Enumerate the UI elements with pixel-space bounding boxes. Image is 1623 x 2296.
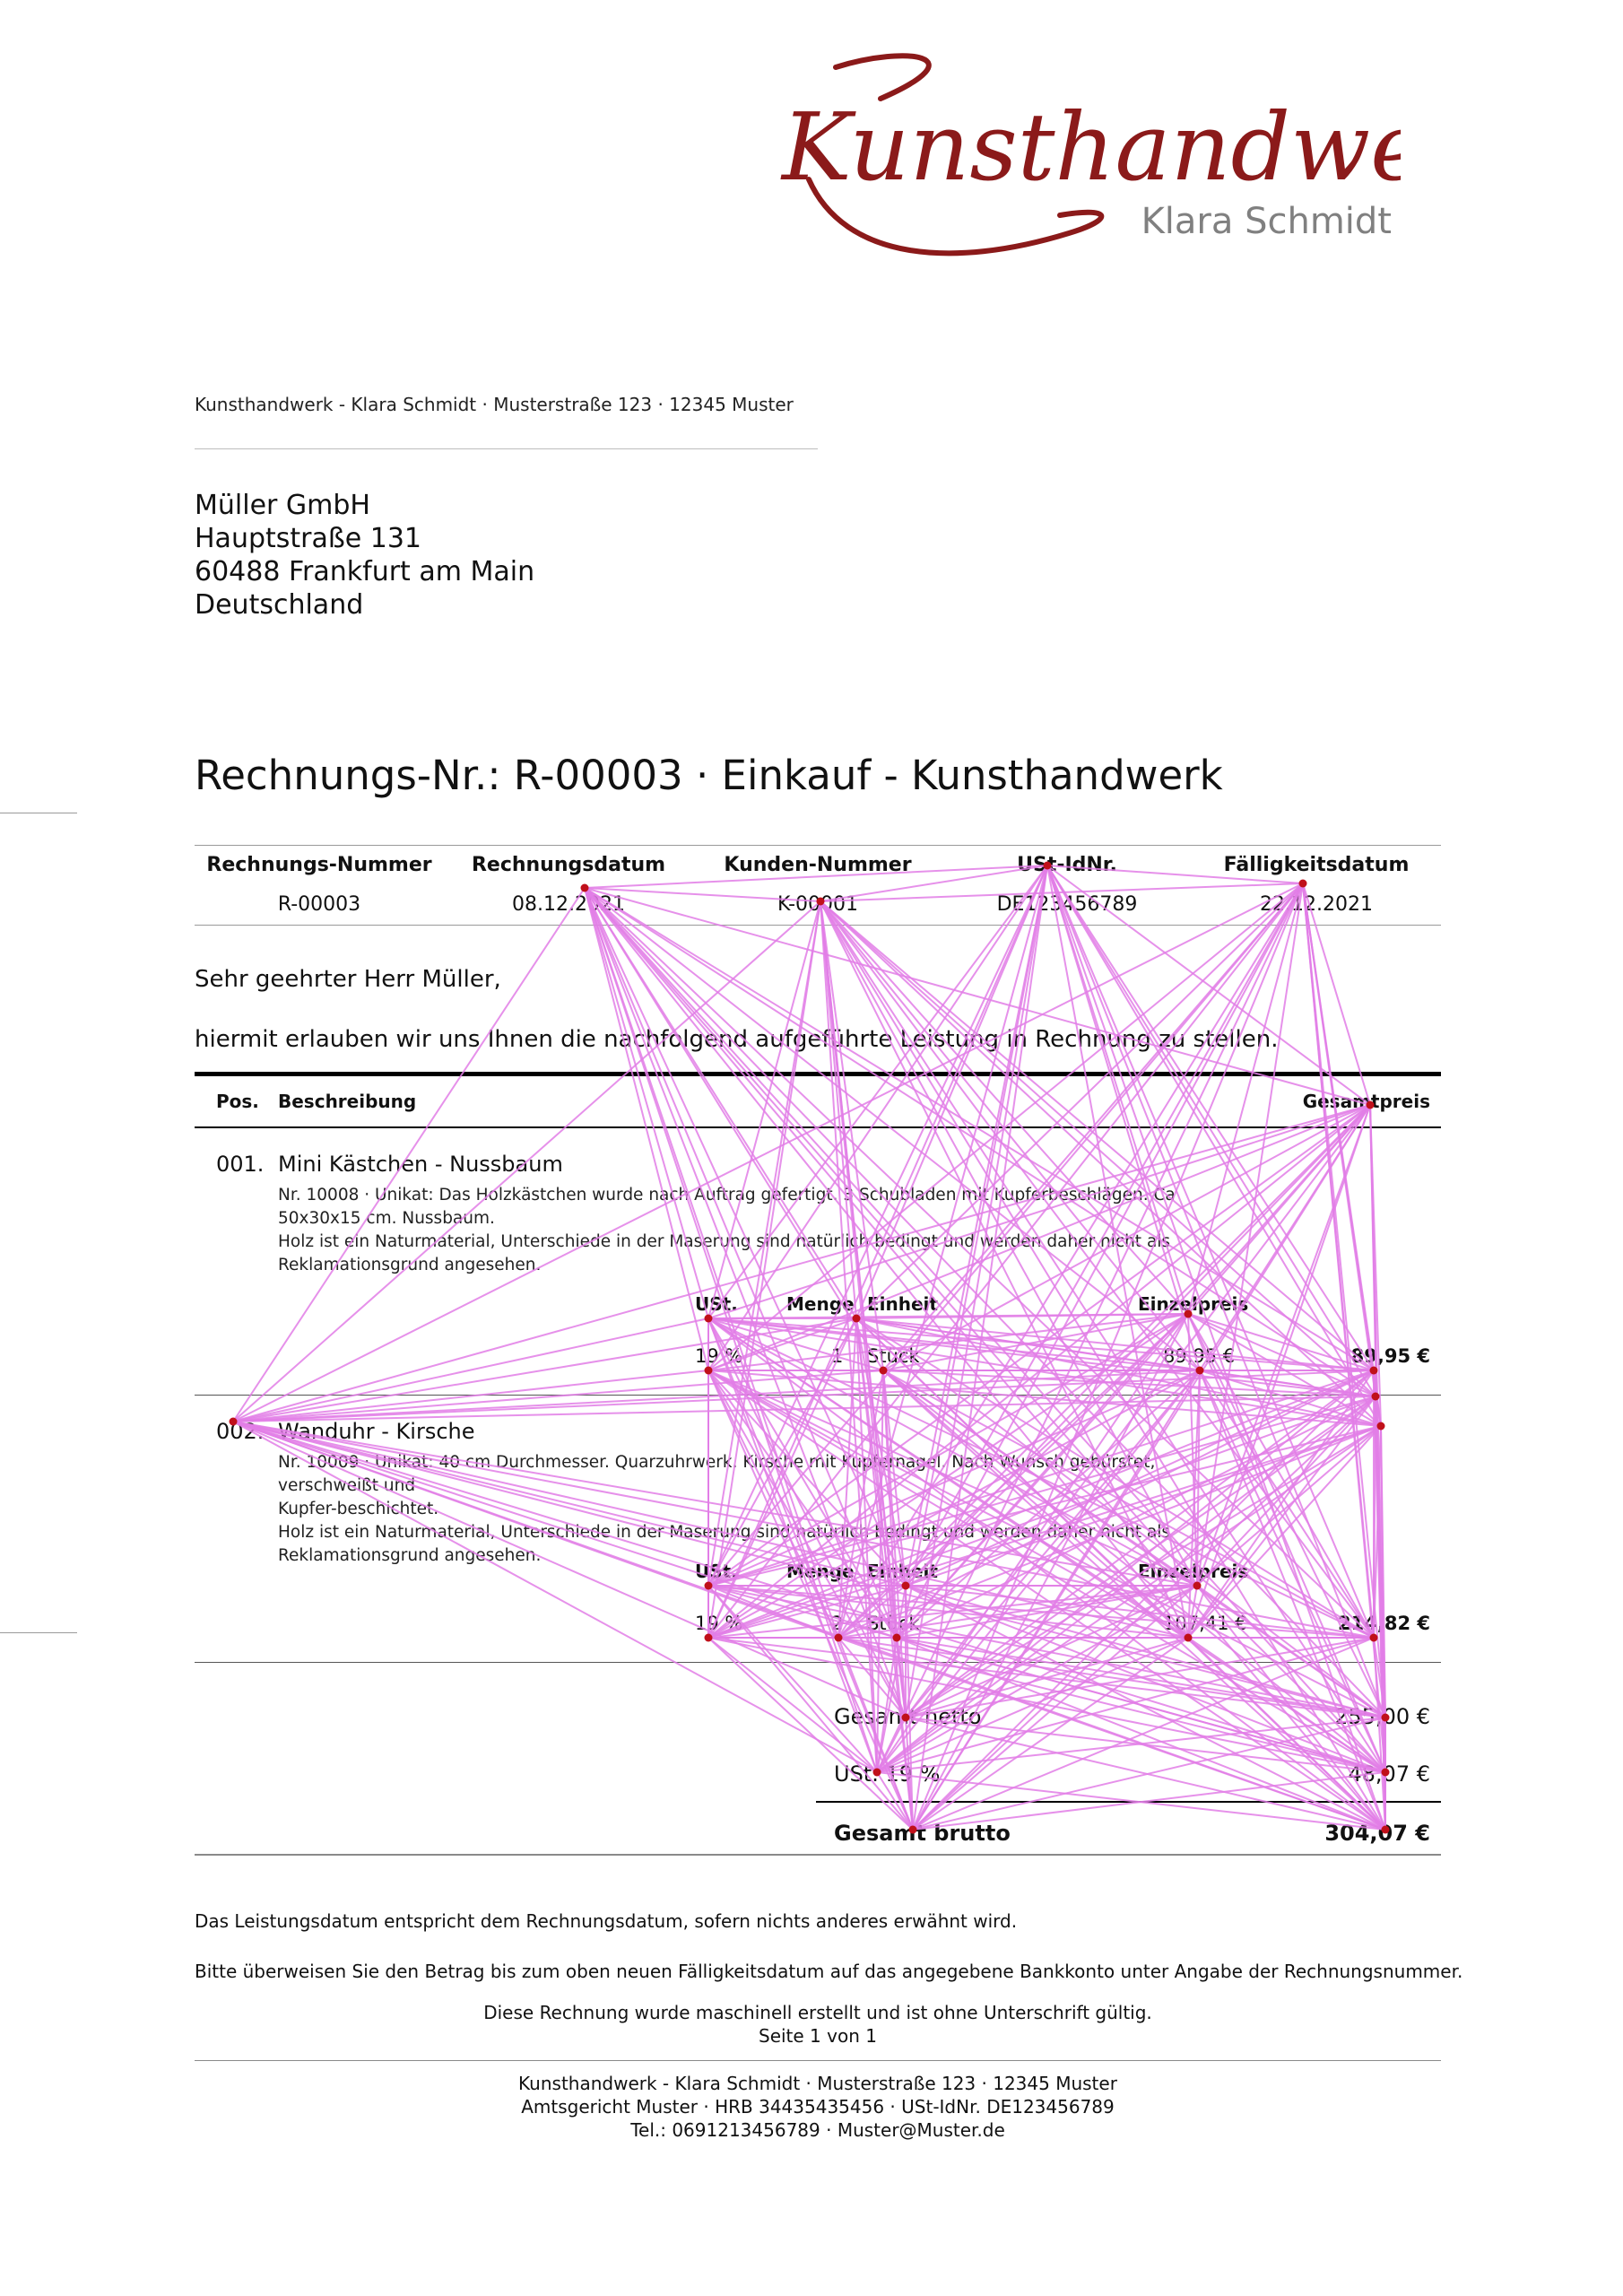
invoice-title: Rechnungs-Nr.: R-00003 · Einkauf - Kunst… — [195, 752, 1223, 799]
meta-value-row: R-00003 08.12.2021 K-00001 DE123456789 2… — [195, 885, 1441, 925]
item-label-vat: USt. — [695, 1561, 738, 1582]
totals-block: Gesamt netto 255,00 € USt. 19 % 48,07 € … — [816, 1686, 1441, 1858]
header-total: Gesamtpreis — [1302, 1091, 1430, 1112]
item-name: Wanduhr - Kirsche — [278, 1419, 475, 1444]
meta-value-customer-number: K-00001 — [777, 893, 859, 916]
line-items-table: Pos. Beschreibung Gesamtpreis 001. Mini … — [195, 1072, 1441, 1663]
item-label-unit: Einheit — [867, 1293, 938, 1315]
item-vat: 19 % — [695, 1613, 743, 1634]
sender-divider — [195, 448, 818, 449]
page-number: Seite 1 von 1 — [759, 2025, 877, 2047]
item-desc-line: Nr. 10008 · Unikat: Das Holzkästchen wur… — [278, 1186, 1176, 1205]
item-name: Mini Kästchen - Nussbaum — [278, 1152, 563, 1177]
logo-owner-text: Klara Schmidt — [1141, 201, 1392, 242]
recipient-street: Hauptstraße 131 — [195, 523, 422, 554]
recipient-city: 60488 Frankfurt am Main — [195, 556, 535, 587]
meta-header-customer-number: Kunden-Nummer — [724, 854, 912, 876]
meta-value-invoice-number: R-00003 — [277, 893, 361, 916]
item-pos: 002. — [216, 1419, 265, 1444]
footer-address: Kunsthandwerk - Klara Schmidt · Musterst… — [518, 2073, 1117, 2094]
footer-contact: Tel.: 0691213456789 · Muster@Muster.de — [630, 2119, 1005, 2141]
intro-text: hiermit erlauben wir uns Ihnen die nachf… — [195, 1026, 1279, 1053]
gross-value: 304,07 € — [1324, 1821, 1430, 1846]
meta-header-invoice-number: Rechnungs-Nummer — [206, 854, 432, 876]
item-desc-line: Reklamationsgrund angesehen. — [278, 1256, 542, 1274]
item-unit: Stück — [867, 1613, 920, 1634]
item-total: 89,95 € — [1350, 1345, 1430, 1367]
net-label: Gesamt netto — [834, 1704, 982, 1729]
item-vat: 19 % — [695, 1345, 743, 1367]
item-qty: 1 — [831, 1345, 844, 1367]
line-item: 002. Wanduhr - Kirsche Nr. 10009 · Unika… — [195, 1396, 1441, 1663]
item-qty: 2 — [831, 1613, 844, 1634]
item-description: Nr. 10009 · Unikat: 40 cm Durchmesser. Q… — [278, 1451, 1246, 1568]
item-unit-price: 89,95 € — [1163, 1345, 1236, 1367]
table-bottom-rule — [195, 1854, 1441, 1856]
items-header-row: Pos. Beschreibung Gesamtpreis — [195, 1076, 1441, 1128]
item-label-unit: Einheit — [867, 1561, 938, 1582]
tax-value: 48,07 € — [1348, 1761, 1430, 1787]
logo-brand-text: Kunsthandwerk — [780, 92, 1401, 202]
greeting: Sehr geehrter Herr Müller, — [195, 966, 501, 993]
invoice-meta-table: Rechnungs-Nummer Rechnungsdatum Kunden-N… — [195, 845, 1441, 926]
recipient-address: Müller GmbH Hauptstraße 131 60488 Frankf… — [195, 489, 534, 622]
item-unit-price: 107,41 € — [1163, 1613, 1247, 1634]
item-pos: 001. — [216, 1152, 265, 1177]
net-value: 255,00 € — [1334, 1704, 1430, 1729]
fold-mark-bottom — [0, 1632, 77, 1633]
totals-tax-row: USt. 19 % 48,07 € — [816, 1744, 1441, 1801]
item-desc-line: 50x30x15 cm. Nussbaum. — [278, 1209, 495, 1228]
item-unit: Stück — [867, 1345, 920, 1367]
footer-divider — [195, 2060, 1441, 2061]
header-pos: Pos. — [216, 1091, 259, 1112]
brand-logo: Kunsthandwerk Klara Schmidt — [780, 53, 1401, 257]
item-label-qty: Menge — [786, 1293, 855, 1315]
meta-header-vat-id: USt-IdNr. — [1017, 854, 1117, 876]
item-label-unit-price: Einzelpreis — [1138, 1561, 1249, 1582]
tax-label: USt. 19 % — [834, 1761, 941, 1787]
gross-label: Gesamt brutto — [834, 1821, 1011, 1846]
item-desc-line: Kupfer-beschichtet. — [278, 1500, 439, 1518]
meta-header-row: Rechnungs-Nummer Rechnungsdatum Kunden-N… — [195, 846, 1441, 885]
item-label-qty: Menge — [786, 1561, 855, 1582]
meta-value-vat-id: DE123456789 — [996, 893, 1138, 916]
recipient-country: Deutschland — [195, 589, 364, 621]
recipient-company: Müller GmbH — [195, 490, 370, 521]
item-desc-line: Holz ist ein Naturmaterial, Unterschiede… — [278, 1232, 1171, 1251]
totals-gross-row: Gesamt brutto 304,07 € — [816, 1801, 1441, 1858]
item-description: Nr. 10008 · Unikat: Das Holzkästchen wur… — [278, 1184, 1246, 1277]
meta-value-invoice-date: 08.12.2021 — [512, 893, 625, 916]
meta-value-due-date: 22.12.2021 — [1260, 893, 1373, 916]
item-desc-line: Reklamationsgrund angesehen. — [278, 1546, 542, 1565]
company-footer: Kunsthandwerk - Klara Schmidt · Musterst… — [195, 2072, 1441, 2142]
logo-swash — [806, 53, 1105, 257]
item-desc-line: Nr. 10009 · Unikat: 40 cm Durchmesser. Q… — [278, 1453, 1156, 1495]
item-desc-line: Holz ist ein Naturmaterial, Unterschiede… — [278, 1523, 1171, 1542]
item-total: 214,82 € — [1338, 1613, 1430, 1634]
item-label-vat: USt. — [695, 1293, 738, 1315]
delivery-date-note: Das Leistungsdatum entspricht dem Rechnu… — [195, 1910, 1018, 1932]
sender-line: Kunsthandwerk - Klara Schmidt · Musterst… — [195, 394, 794, 415]
meta-header-invoice-date: Rechnungsdatum — [471, 854, 666, 876]
line-item: 001. Mini Kästchen - Nussbaum Nr. 10008 … — [195, 1128, 1441, 1396]
totals-net-row: Gesamt netto 255,00 € — [816, 1686, 1441, 1744]
meta-header-due-date: Fälligkeitsdatum — [1223, 854, 1410, 876]
item-label-unit-price: Einzelpreis — [1138, 1293, 1249, 1315]
footer-registry: Amtsgericht Muster · HRB 34435435456 · U… — [521, 2096, 1115, 2118]
machine-generated-note: Diese Rechnung wurde maschinell erstellt… — [483, 2002, 1152, 2023]
header-description: Beschreibung — [278, 1091, 417, 1112]
payment-note: Bitte überweisen Sie den Betrag bis zum … — [195, 1961, 1463, 1982]
